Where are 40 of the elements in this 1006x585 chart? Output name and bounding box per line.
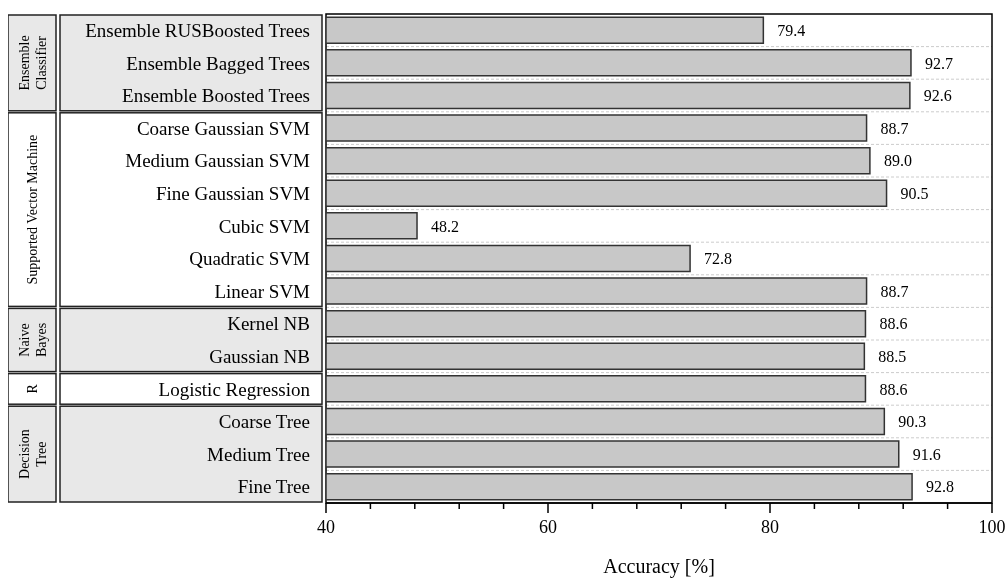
data-label: 89.0 bbox=[883, 152, 912, 170]
data-label: 91.6 bbox=[912, 445, 941, 463]
text: Ensemble Classifier bbox=[17, 35, 49, 91]
text: Supported Vector Machine bbox=[25, 134, 40, 285]
x-axis-title: Accuracy [%] bbox=[603, 555, 715, 578]
data-label: 88.7 bbox=[880, 282, 909, 300]
y-tick-label: Coarse Gaussian SVM bbox=[136, 117, 311, 139]
y-tick-label: Cubic SVM bbox=[218, 215, 311, 237]
data-label: 90.3 bbox=[898, 413, 927, 431]
data-label: 48.2 bbox=[431, 217, 460, 235]
text: Naive Bayes bbox=[17, 322, 49, 358]
y-tick-label: Gaussian NB bbox=[209, 346, 310, 368]
x-tick-label: 60 bbox=[539, 517, 557, 537]
x-tick-label: 80 bbox=[761, 517, 779, 537]
data-label: 79.4 bbox=[777, 21, 806, 39]
data-label: 90.5 bbox=[900, 184, 929, 202]
y-tick-label: Coarse Tree bbox=[218, 411, 310, 433]
y-tick-label: Ensemble RUSBoosted Trees bbox=[85, 20, 310, 42]
y-tick-label: Fine Gaussian SVM bbox=[155, 183, 311, 205]
y-tick-label: Ensemble Bagged Trees bbox=[126, 52, 310, 74]
data-label: 72.8 bbox=[704, 250, 733, 268]
y-tick-label: Ensemble Boosted Trees bbox=[122, 85, 310, 107]
x-tick-label: 100 bbox=[978, 517, 1006, 537]
data-label: 88.7 bbox=[880, 119, 909, 137]
y-tick-label: Fine Tree bbox=[237, 476, 310, 498]
data-label: 88.6 bbox=[879, 380, 908, 398]
y-tick-label: Linear SVM bbox=[214, 280, 311, 302]
x-tick-label: 40 bbox=[317, 517, 335, 537]
data-label: 92.8 bbox=[926, 478, 955, 496]
data-label: 92.7 bbox=[924, 54, 953, 72]
y-tick-label: Logistic Regression bbox=[158, 378, 311, 400]
text: R bbox=[25, 383, 40, 394]
data-label: 88.6 bbox=[879, 315, 908, 333]
y-tick-label: Quadratic SVM bbox=[189, 248, 311, 270]
y-tick-label: Medium Gaussian SVM bbox=[125, 150, 311, 172]
data-label: 88.5 bbox=[878, 347, 907, 365]
data-label: 92.6 bbox=[923, 87, 952, 105]
text: Decision Tree bbox=[17, 429, 49, 479]
y-tick-label: Medium Tree bbox=[207, 443, 310, 465]
y-tick-label: Kernel NB bbox=[227, 313, 310, 335]
